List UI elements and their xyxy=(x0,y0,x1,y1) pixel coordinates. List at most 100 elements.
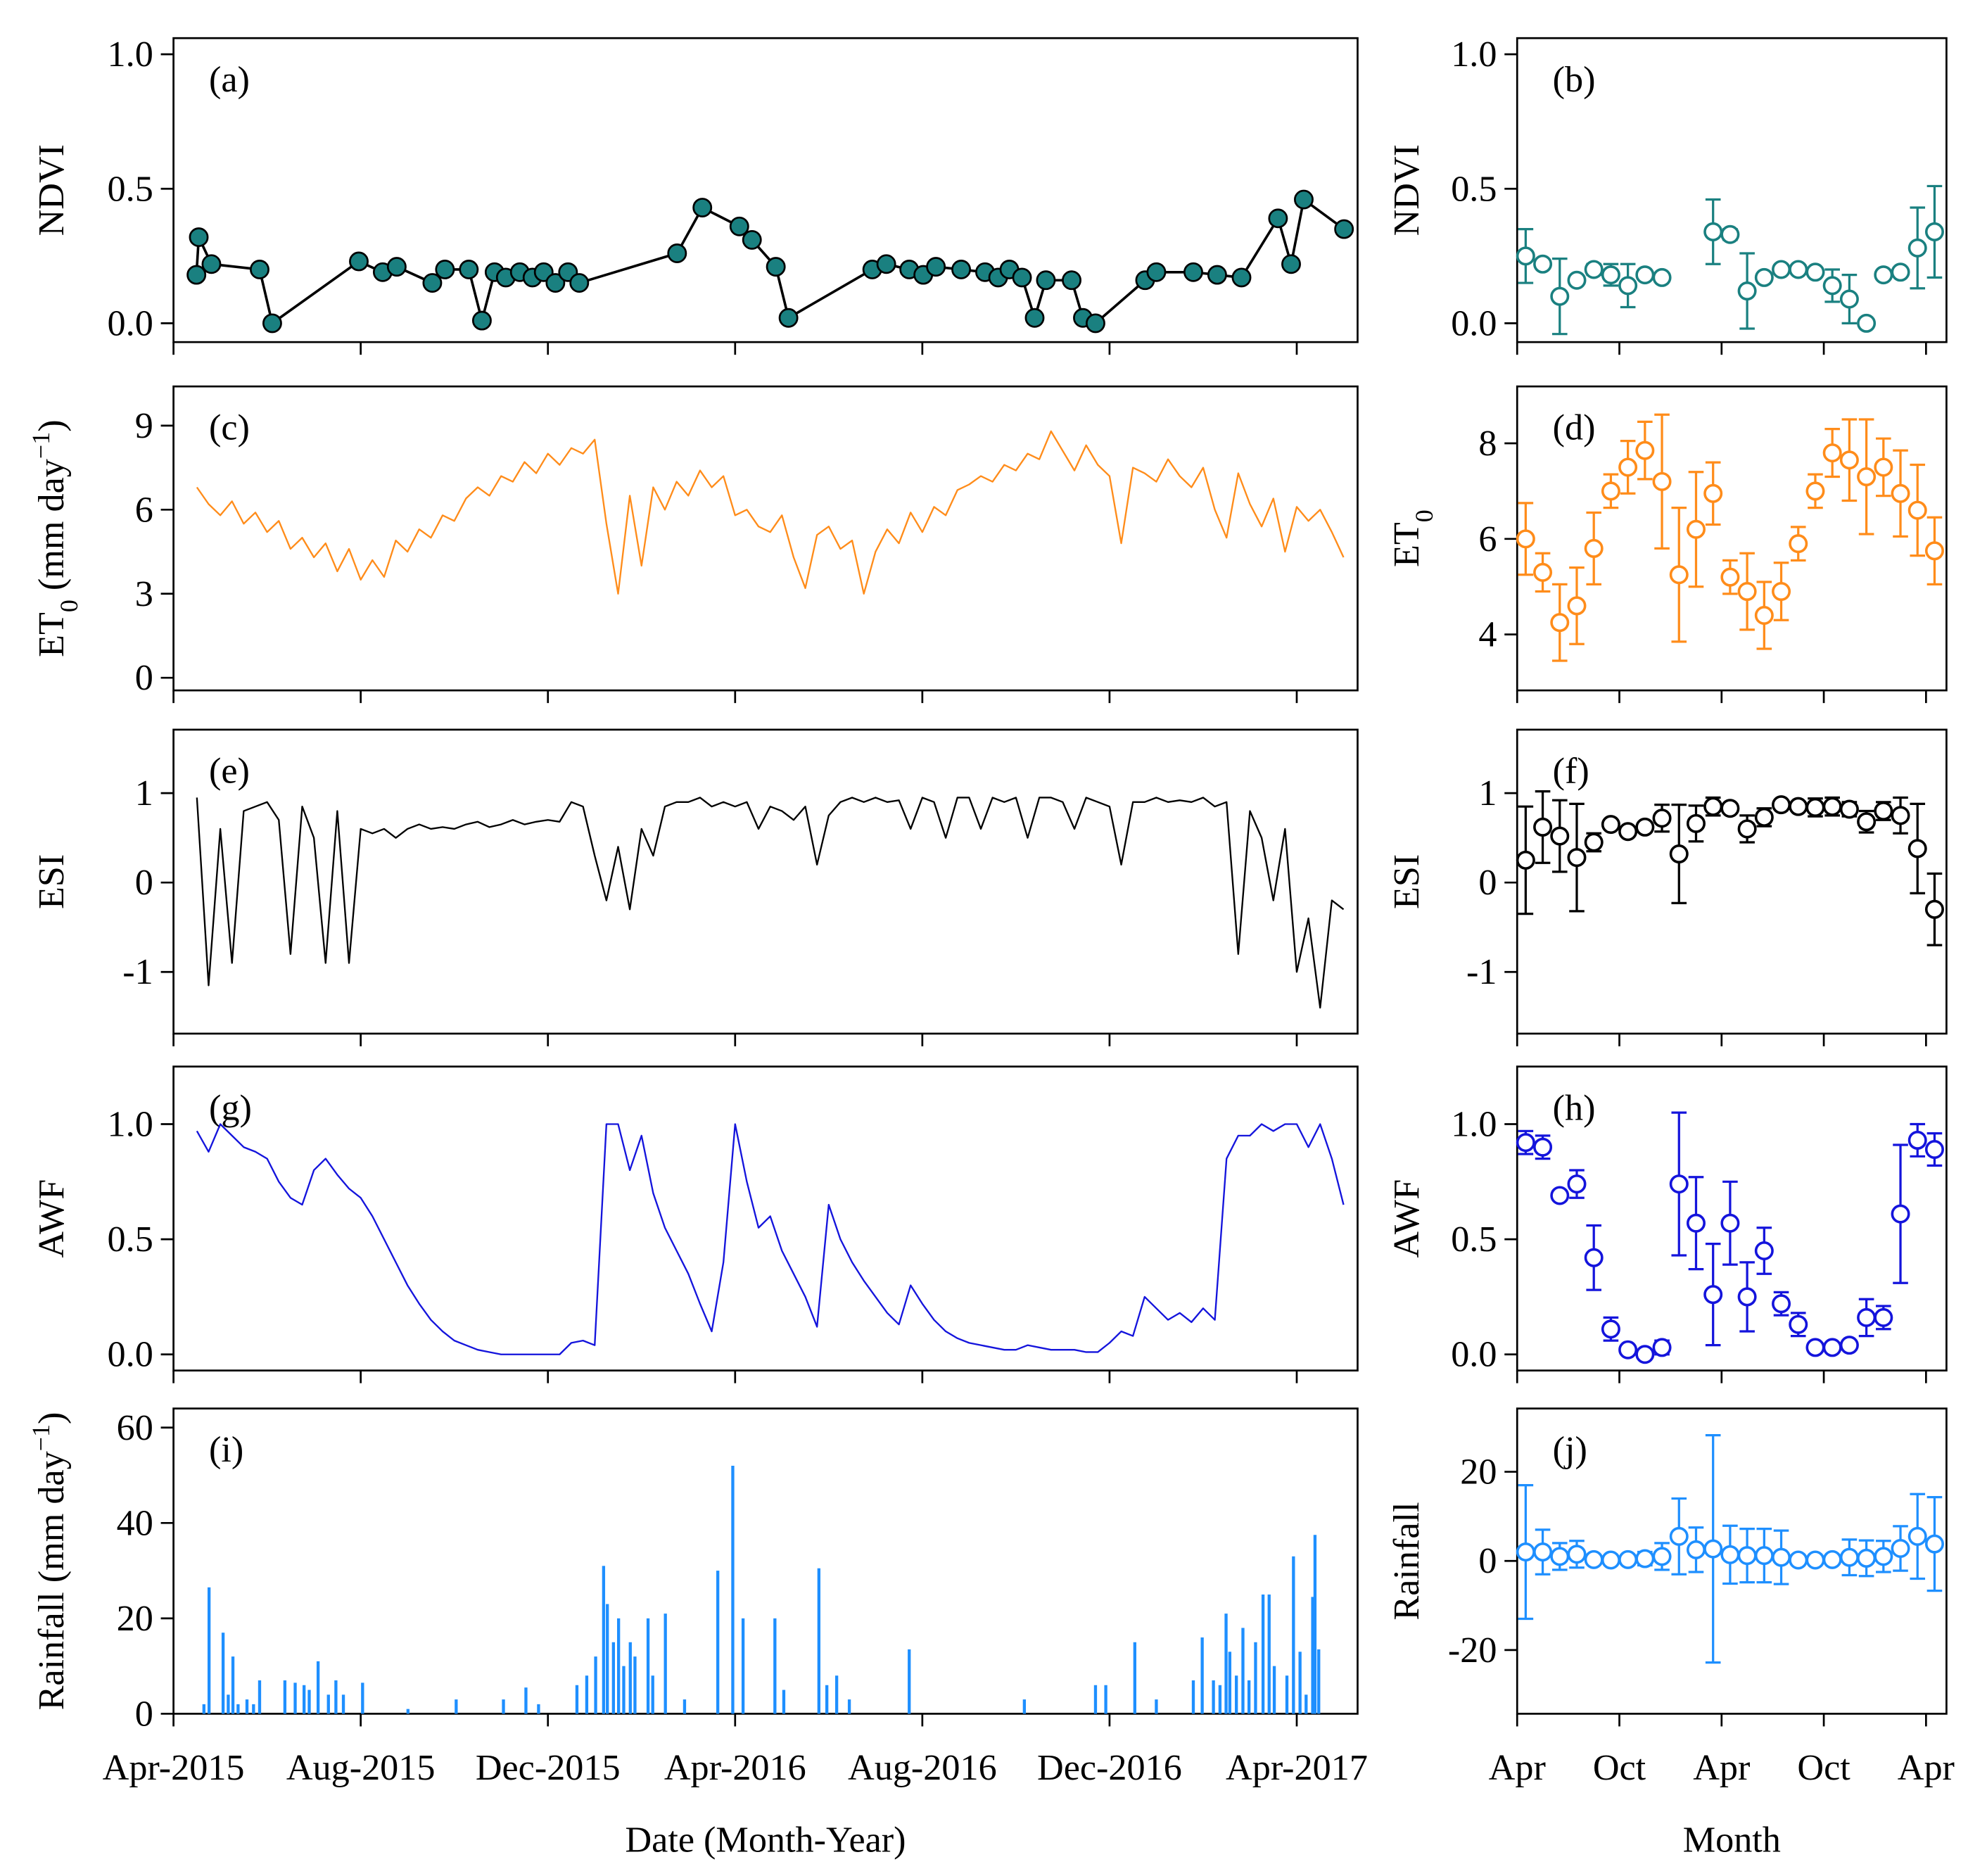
bar xyxy=(524,1687,528,1714)
bar xyxy=(326,1694,330,1714)
data-point xyxy=(1720,567,1740,587)
y-tick-label: 0.5 xyxy=(108,168,153,209)
data-point xyxy=(1874,1547,1893,1566)
data-point xyxy=(186,265,207,285)
y-tick-label: 0.5 xyxy=(1451,1219,1497,1260)
data-point xyxy=(1584,832,1604,852)
data-point xyxy=(692,198,713,217)
y-axis-label-part: −1 xyxy=(27,432,55,459)
bar xyxy=(683,1699,687,1714)
y-tick-label: 9 xyxy=(135,405,153,446)
y-tick-label: 0 xyxy=(1478,1540,1497,1581)
data-point xyxy=(876,254,896,274)
data-point xyxy=(1516,246,1535,266)
y-axis-label-part: ET xyxy=(31,612,72,657)
y-tick-label: 8 xyxy=(1478,423,1497,464)
data-point xyxy=(1839,450,1859,470)
data-point xyxy=(1086,313,1105,334)
bar xyxy=(611,1642,616,1714)
bar xyxy=(207,1587,211,1714)
x-tick-label: Dec-2016 xyxy=(1037,1747,1182,1788)
data-point xyxy=(1334,219,1354,239)
data-point xyxy=(422,273,443,293)
data-point xyxy=(1567,1174,1587,1194)
y-tick-label: -1 xyxy=(122,951,153,992)
data-point xyxy=(1516,1542,1535,1562)
panel-label: (b) xyxy=(1553,59,1596,100)
x-tick-label: Aug-2015 xyxy=(286,1747,436,1788)
bar xyxy=(646,1618,650,1714)
y-axis-label: ESI xyxy=(1386,854,1427,909)
data-point xyxy=(1789,1314,1808,1334)
y-axis-label-part: AWF xyxy=(31,1179,72,1258)
bar xyxy=(741,1618,745,1714)
bar xyxy=(455,1699,458,1714)
data-point xyxy=(729,216,749,236)
data-point xyxy=(1907,839,1927,858)
bar xyxy=(316,1661,320,1714)
plot-frame xyxy=(1516,1065,1948,1372)
y-tick-label: 60 xyxy=(117,1407,153,1448)
panel-label: (i) xyxy=(209,1429,243,1470)
data-point xyxy=(1550,826,1570,846)
data-point xyxy=(1533,817,1553,837)
data-point xyxy=(1891,483,1910,503)
plot-frame xyxy=(1516,37,1948,343)
y-tick-label: 4 xyxy=(1478,614,1497,655)
bar xyxy=(245,1699,249,1714)
y-axis-label-part: 0 xyxy=(1410,509,1438,522)
data-point xyxy=(1550,613,1570,633)
data-point xyxy=(1567,1545,1587,1564)
data-point xyxy=(1062,270,1081,291)
y-axis-label-part: AWF xyxy=(1386,1179,1427,1258)
data-point xyxy=(1294,189,1314,210)
data-point xyxy=(1754,1241,1774,1260)
y-tick-label: 0.0 xyxy=(1451,1334,1497,1375)
data-line xyxy=(196,1123,1345,1355)
data-point xyxy=(1635,1549,1655,1568)
bar xyxy=(283,1680,287,1714)
data-point xyxy=(1891,1204,1910,1224)
bar xyxy=(341,1694,345,1714)
data-point xyxy=(1618,457,1638,477)
x-tick-label: Apr xyxy=(1489,1747,1546,1788)
bar xyxy=(1200,1637,1204,1714)
data-point xyxy=(1036,270,1056,291)
y-axis-label-part: ) xyxy=(31,1412,72,1424)
x-axis-label: Month xyxy=(1683,1820,1781,1861)
bar xyxy=(1254,1642,1257,1714)
bar xyxy=(575,1685,579,1714)
data-point xyxy=(1183,262,1203,282)
bar xyxy=(594,1656,597,1714)
data-point xyxy=(1533,562,1553,582)
bar xyxy=(1133,1642,1137,1714)
bar xyxy=(606,1604,609,1714)
data-point xyxy=(1601,481,1620,501)
x-tick-label: Apr xyxy=(1898,1747,1955,1788)
data-point xyxy=(201,254,222,274)
data-point xyxy=(1822,443,1842,463)
data-point xyxy=(1618,1549,1638,1569)
plot-frame xyxy=(172,1407,1359,1715)
data-point xyxy=(1907,238,1927,258)
data-point xyxy=(1635,1345,1655,1364)
y-tick-label: 1.0 xyxy=(1451,1103,1497,1144)
data-point xyxy=(1584,1248,1604,1267)
data-point xyxy=(1601,815,1620,835)
data-point xyxy=(1857,812,1877,832)
panel-label: (e) xyxy=(209,751,250,792)
bar xyxy=(252,1704,255,1714)
data-point xyxy=(1737,819,1757,839)
data-point xyxy=(778,308,799,328)
data-point xyxy=(1635,441,1655,460)
x-tick-label: Oct xyxy=(1797,1747,1850,1788)
bar xyxy=(817,1568,821,1714)
bar xyxy=(303,1685,306,1714)
y-tick-label: 0.0 xyxy=(108,1334,153,1375)
data-point xyxy=(1857,313,1877,333)
y-tick-label: 6 xyxy=(135,489,153,530)
y-tick-label: 20 xyxy=(117,1598,153,1639)
bar xyxy=(1285,1675,1289,1714)
